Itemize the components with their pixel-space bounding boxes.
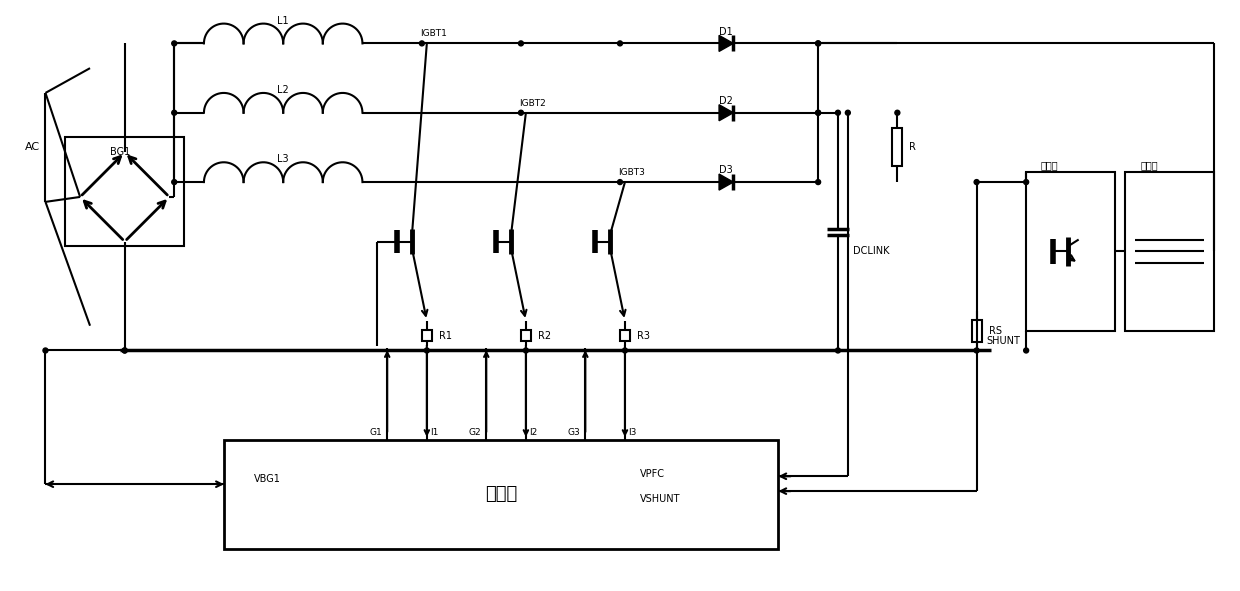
- Text: SHUNT: SHUNT: [987, 336, 1021, 346]
- Text: G2: G2: [469, 428, 481, 437]
- Circle shape: [618, 41, 622, 46]
- Text: 逆变器: 逆变器: [1042, 160, 1059, 170]
- Text: R1: R1: [439, 330, 451, 340]
- Bar: [223, 440, 779, 548]
- Text: BG1: BG1: [110, 147, 130, 157]
- Circle shape: [895, 111, 900, 115]
- Text: R: R: [909, 142, 916, 152]
- Text: 控制器: 控制器: [485, 485, 517, 503]
- Bar: [422, 330, 432, 341]
- Text: I2: I2: [529, 428, 537, 437]
- Text: RS: RS: [988, 326, 1002, 336]
- Bar: [972, 320, 982, 342]
- Text: I3: I3: [627, 428, 636, 437]
- Circle shape: [846, 111, 851, 115]
- Circle shape: [622, 348, 627, 353]
- Bar: [1027, 172, 1115, 331]
- Circle shape: [172, 180, 177, 184]
- Circle shape: [1024, 348, 1029, 353]
- Circle shape: [618, 180, 622, 184]
- Circle shape: [816, 111, 821, 115]
- Bar: [1125, 172, 1214, 331]
- Text: G3: G3: [568, 428, 580, 437]
- Circle shape: [816, 41, 821, 46]
- Bar: [66, 138, 184, 246]
- Bar: [893, 128, 903, 167]
- Circle shape: [1024, 180, 1029, 184]
- Text: R3: R3: [637, 330, 650, 340]
- Text: L2: L2: [278, 85, 289, 95]
- Text: DCLINK: DCLINK: [853, 246, 889, 256]
- Polygon shape: [719, 35, 733, 51]
- Bar: [620, 330, 630, 341]
- Circle shape: [518, 111, 523, 115]
- Text: VSHUNT: VSHUNT: [640, 494, 681, 504]
- Circle shape: [518, 41, 523, 46]
- Circle shape: [836, 348, 841, 353]
- Text: L1: L1: [278, 15, 289, 25]
- Circle shape: [123, 348, 128, 353]
- Circle shape: [816, 180, 821, 184]
- Circle shape: [523, 348, 528, 353]
- Polygon shape: [719, 174, 733, 190]
- Circle shape: [43, 348, 48, 353]
- Text: 压缩机: 压缩机: [1140, 160, 1158, 170]
- Polygon shape: [719, 105, 733, 121]
- Circle shape: [975, 180, 980, 184]
- Text: VBG1: VBG1: [253, 474, 280, 484]
- Text: L3: L3: [278, 154, 289, 164]
- Circle shape: [172, 111, 177, 115]
- Text: IGBT3: IGBT3: [618, 168, 645, 177]
- Circle shape: [424, 348, 429, 353]
- Text: IGBT1: IGBT1: [420, 30, 446, 38]
- Text: D3: D3: [719, 165, 733, 175]
- Circle shape: [816, 41, 821, 46]
- Text: R2: R2: [538, 330, 551, 340]
- Bar: [521, 330, 531, 341]
- Circle shape: [975, 348, 980, 353]
- Text: G1: G1: [370, 428, 382, 437]
- Circle shape: [123, 348, 128, 353]
- Circle shape: [419, 41, 424, 46]
- Text: VPFC: VPFC: [640, 469, 665, 479]
- Circle shape: [816, 111, 821, 115]
- Circle shape: [172, 41, 177, 46]
- Text: AC: AC: [25, 142, 41, 152]
- Text: D2: D2: [719, 96, 733, 106]
- Text: I1: I1: [430, 428, 438, 437]
- Text: IGBT2: IGBT2: [520, 99, 546, 108]
- Text: D1: D1: [719, 27, 733, 37]
- Circle shape: [836, 111, 841, 115]
